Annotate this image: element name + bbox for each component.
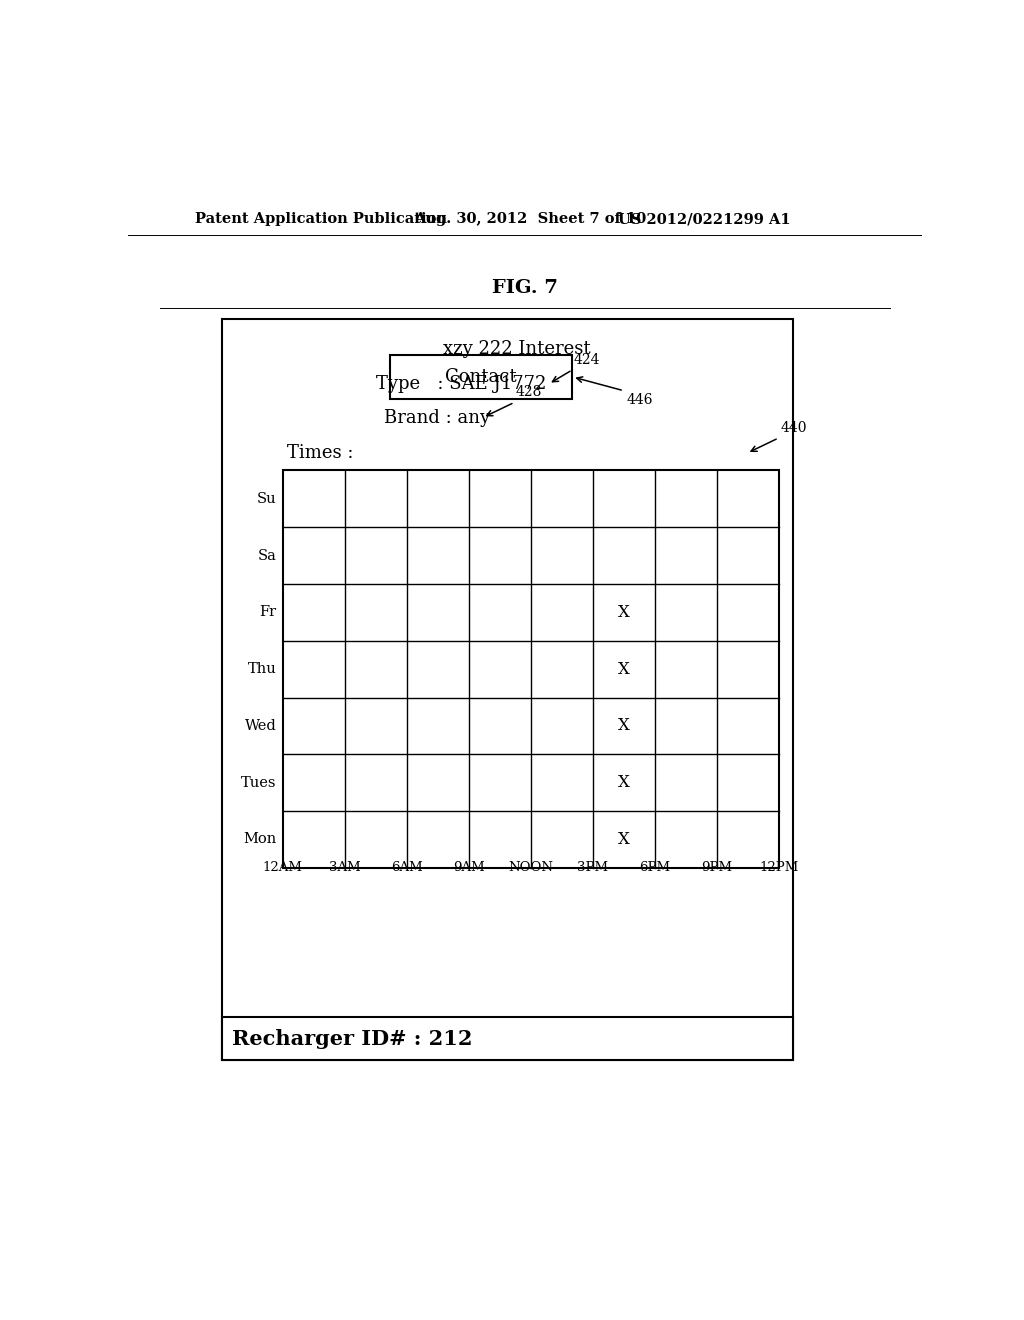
Text: X: X	[617, 660, 630, 677]
Text: Tues: Tues	[241, 776, 276, 789]
Text: Times :: Times :	[287, 444, 353, 462]
Text: Recharger ID# : 212: Recharger ID# : 212	[232, 1028, 473, 1048]
Bar	[283, 470, 778, 867]
Text: X: X	[617, 717, 630, 734]
Text: X: X	[617, 832, 630, 847]
Text: Brand : any: Brand : any	[384, 409, 490, 426]
Text: 6AM: 6AM	[391, 861, 423, 874]
Text: 6PM: 6PM	[639, 861, 671, 874]
Text: Mon: Mon	[244, 833, 276, 846]
Text: X: X	[617, 775, 630, 791]
Text: 9AM: 9AM	[453, 861, 484, 874]
Text: 446: 446	[627, 393, 653, 407]
Text: Wed: Wed	[245, 719, 276, 733]
Text: Thu: Thu	[248, 663, 276, 676]
Text: Aug. 30, 2012  Sheet 7 of 10: Aug. 30, 2012 Sheet 7 of 10	[414, 213, 646, 227]
Text: 12AM: 12AM	[263, 861, 303, 874]
Bar	[221, 319, 793, 1060]
Text: Su: Su	[257, 492, 276, 506]
Text: Fr: Fr	[259, 606, 276, 619]
Bar	[221, 1018, 793, 1060]
Text: 3PM: 3PM	[578, 861, 608, 874]
Text: 9PM: 9PM	[701, 861, 732, 874]
Text: X: X	[617, 603, 630, 620]
Bar	[390, 355, 572, 399]
Text: US 2012/0221299 A1: US 2012/0221299 A1	[618, 213, 792, 227]
Text: xzy 222 Interest: xzy 222 Interest	[443, 341, 591, 359]
Text: 3AM: 3AM	[329, 861, 360, 874]
Text: FIG. 7: FIG. 7	[492, 280, 558, 297]
Text: 440: 440	[780, 421, 807, 434]
Text: Sa: Sa	[258, 549, 276, 562]
Text: NOON: NOON	[508, 861, 553, 874]
Text: 428: 428	[516, 385, 543, 399]
Text: Type   : SAE J1772: Type : SAE J1772	[376, 375, 547, 393]
Text: 12PM: 12PM	[759, 861, 799, 874]
Text: Patent Application Publication: Patent Application Publication	[196, 213, 447, 227]
Text: Contact: Contact	[445, 368, 517, 385]
Text: 424: 424	[574, 352, 600, 367]
